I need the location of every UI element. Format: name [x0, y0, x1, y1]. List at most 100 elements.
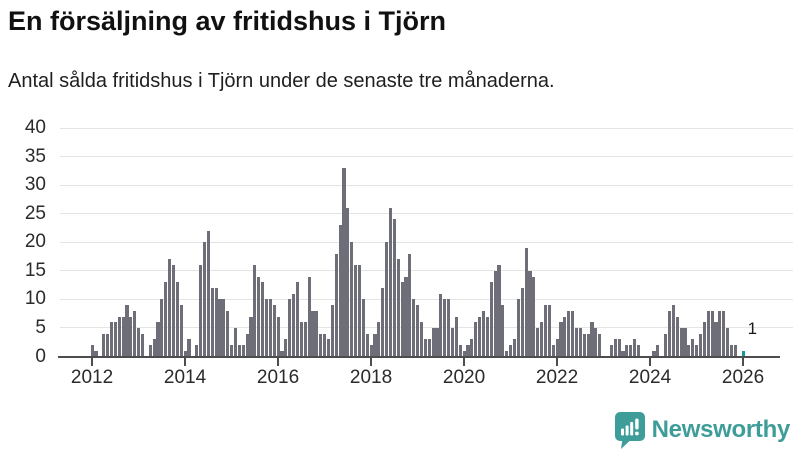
bar	[326, 339, 331, 357]
bar	[474, 322, 478, 357]
bar	[443, 299, 447, 357]
bar	[481, 310, 486, 357]
bar	[408, 253, 412, 357]
bar	[319, 333, 323, 357]
bar	[675, 316, 679, 357]
bar	[400, 282, 404, 357]
bar	[187, 339, 191, 357]
bar	[578, 327, 582, 357]
bar	[691, 339, 695, 357]
bar	[485, 316, 489, 357]
bar	[706, 310, 710, 357]
x-axis-tick	[184, 358, 187, 366]
bar	[470, 339, 474, 357]
bar	[543, 305, 548, 357]
bar	[253, 265, 257, 357]
bar	[249, 316, 253, 357]
bar	[404, 276, 408, 357]
bar	[137, 327, 141, 357]
bar	[311, 310, 315, 357]
bar	[524, 247, 528, 357]
bar	[501, 305, 505, 357]
x-axis-tick-label: 2012	[70, 367, 114, 388]
bar	[547, 305, 551, 357]
bar	[361, 299, 365, 357]
x-axis-tick	[463, 358, 466, 366]
bar	[113, 322, 117, 357]
bar	[509, 345, 513, 357]
x-axis-tick-label: 2022	[535, 367, 579, 388]
bar	[396, 259, 400, 357]
bar	[261, 282, 265, 357]
bar	[617, 339, 621, 357]
bar	[609, 345, 613, 357]
bar	[532, 276, 536, 357]
bar	[295, 282, 300, 357]
bar	[462, 350, 466, 357]
bar	[109, 322, 114, 357]
bar	[323, 333, 327, 357]
bar	[698, 333, 703, 357]
bar	[237, 345, 241, 357]
bar	[598, 333, 602, 357]
bar	[385, 242, 389, 357]
bar	[431, 327, 435, 357]
bar	[164, 282, 168, 357]
bar	[478, 316, 482, 357]
x-axis-tick	[91, 358, 94, 366]
bar	[121, 316, 125, 357]
bar	[230, 345, 234, 357]
y-gridline	[60, 156, 793, 158]
bar	[346, 207, 350, 357]
bar	[133, 310, 137, 357]
bar	[679, 327, 683, 357]
bar	[733, 345, 737, 357]
bar	[416, 305, 420, 357]
bar	[171, 265, 176, 357]
bar	[292, 293, 296, 357]
bar	[667, 310, 672, 357]
bar	[702, 322, 706, 357]
bar	[714, 322, 718, 357]
y-axis-tick-label: 25	[24, 202, 46, 224]
bar	[303, 322, 307, 357]
x-axis-tick	[370, 358, 373, 366]
bar	[284, 339, 288, 357]
bar	[582, 333, 586, 357]
bar	[160, 299, 164, 357]
y-axis-tick-label: 30	[24, 174, 46, 196]
bar	[540, 322, 544, 357]
y-gridline	[60, 127, 793, 129]
bar	[280, 350, 284, 357]
x-axis-tick	[742, 358, 745, 366]
bar	[148, 345, 152, 357]
bar	[202, 242, 207, 357]
bar	[625, 345, 629, 357]
bar	[435, 327, 439, 357]
x-axis-tick	[556, 358, 559, 366]
bar	[233, 327, 238, 357]
brand-name: Newsworthy	[651, 416, 791, 443]
bar	[365, 333, 369, 357]
x-axis-tick-label: 2018	[349, 367, 393, 388]
y-axis-tick-label: 5	[35, 316, 46, 338]
bar	[574, 327, 579, 357]
bar-highlighted	[741, 350, 745, 357]
bar	[613, 339, 617, 357]
bar	[427, 339, 431, 357]
x-axis-tick-label: 2014	[163, 367, 207, 388]
bar	[505, 350, 509, 357]
bar	[419, 322, 424, 357]
x-axis-tick-label: 2024	[628, 367, 672, 388]
bar	[117, 316, 121, 357]
bar	[106, 333, 110, 357]
bar	[497, 265, 501, 357]
bar	[222, 299, 226, 357]
bar	[590, 322, 594, 357]
bar	[342, 167, 346, 357]
bar	[520, 287, 524, 357]
bar	[140, 333, 145, 357]
y-gridline	[60, 298, 793, 300]
page-title: En försäljning av fritidshus i Tjörn	[8, 6, 447, 36]
bar	[439, 293, 443, 357]
